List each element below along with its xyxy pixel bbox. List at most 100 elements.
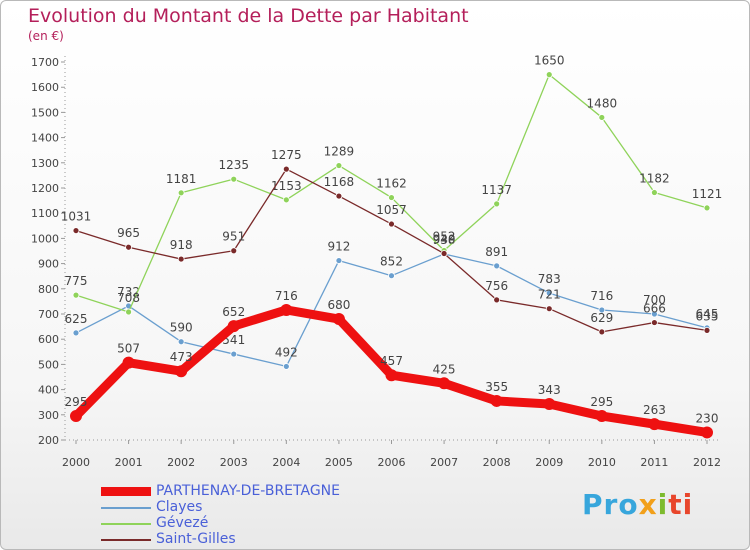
data-label-clayes: 852 xyxy=(380,255,403,269)
data-label-parthenay-de-bretagne: 425 xyxy=(433,362,456,376)
data-label-saint-gilles: 1031 xyxy=(61,210,92,224)
data-label-clayes: 590 xyxy=(170,321,193,335)
data-point-saint-gilles xyxy=(493,296,501,304)
data-point-geveze xyxy=(177,189,185,197)
x-tick-label: 2002 xyxy=(167,456,195,469)
y-tick-label: 200 xyxy=(38,434,59,447)
x-tick-label: 2009 xyxy=(535,456,563,469)
y-tick-label: 600 xyxy=(38,333,59,346)
y-tick-label: 1400 xyxy=(31,132,59,145)
data-label-parthenay-de-bretagne: 263 xyxy=(643,403,666,417)
legend-swatch xyxy=(101,539,151,541)
data-label-parthenay-de-bretagne: 343 xyxy=(538,383,561,397)
data-point-saint-gilles xyxy=(125,243,132,251)
data-label-clayes: 912 xyxy=(327,240,350,254)
legend-swatch xyxy=(101,523,151,525)
data-label-parthenay-de-bretagne: 295 xyxy=(590,395,613,409)
data-label-geveze: 1121 xyxy=(692,187,723,201)
data-label-geveze: 1235 xyxy=(218,158,249,172)
y-tick-label: 1000 xyxy=(31,232,59,245)
data-label-parthenay-de-bretagne: 355 xyxy=(485,380,508,394)
data-point-saint-gilles xyxy=(230,247,238,255)
data-label-clayes: 783 xyxy=(538,272,561,286)
data-point-parthenay-de-bretagne xyxy=(175,365,188,378)
x-tick-label: 2004 xyxy=(272,456,300,469)
data-point-parthenay-de-bretagne xyxy=(438,377,451,390)
data-point-clayes xyxy=(493,262,501,270)
data-point-parthenay-de-bretagne xyxy=(227,320,240,333)
x-tick-label: 2005 xyxy=(325,456,353,469)
x-tick-label: 2003 xyxy=(220,456,248,469)
data-label-geveze: 775 xyxy=(65,274,88,288)
data-label-saint-gilles: 940 xyxy=(433,233,456,247)
data-label-geveze: 1162 xyxy=(376,177,407,191)
data-label-saint-gilles: 951 xyxy=(222,230,245,244)
data-point-geveze xyxy=(388,194,395,201)
data-point-clayes xyxy=(282,363,290,370)
x-tick-label: 2008 xyxy=(483,456,511,469)
data-point-geveze xyxy=(598,114,606,121)
data-point-saint-gilles xyxy=(282,165,290,173)
legend-item: Clayes xyxy=(101,500,401,516)
data-point-saint-gilles xyxy=(703,326,711,334)
data-label-parthenay-de-bretagne: 680 xyxy=(327,298,350,312)
legend-item: Saint-Gilles xyxy=(101,532,401,548)
data-point-clayes xyxy=(651,310,658,318)
y-tick-label: 1300 xyxy=(31,157,59,170)
legend-item: PARTHENAY-DE-BRETAGNE xyxy=(101,484,401,500)
data-point-saint-gilles xyxy=(651,319,658,326)
data-point-clayes xyxy=(388,272,395,280)
data-label-parthenay-de-bretagne: 230 xyxy=(696,411,719,425)
legend-label: PARTHENAY-DE-BRETAGNE xyxy=(156,483,340,499)
data-label-saint-gilles: 666 xyxy=(643,302,666,316)
data-label-parthenay-de-bretagne: 716 xyxy=(275,289,298,303)
data-point-saint-gilles xyxy=(335,192,343,200)
data-label-saint-gilles: 721 xyxy=(538,288,561,302)
data-label-clayes: 492 xyxy=(275,345,298,359)
data-point-geveze xyxy=(703,204,711,212)
data-label-geveze: 708 xyxy=(117,291,140,305)
legend-label: Clayes xyxy=(156,499,203,515)
chart-unit: (en €) xyxy=(28,29,64,43)
data-label-clayes: 700 xyxy=(643,293,666,307)
data-point-clayes xyxy=(335,257,343,264)
data-label-clayes: 732 xyxy=(117,285,140,299)
x-tick-label: 2000 xyxy=(62,456,90,469)
data-label-saint-gilles: 1275 xyxy=(271,148,302,162)
y-tick-label: 1700 xyxy=(31,56,59,69)
data-label-geveze: 1480 xyxy=(587,96,618,110)
data-point-geveze xyxy=(651,189,658,196)
data-label-clayes: 938 xyxy=(433,233,456,247)
x-tick-label: 2007 xyxy=(430,456,458,469)
y-tick-label: 800 xyxy=(38,283,59,296)
data-label-geveze: 1137 xyxy=(481,183,512,197)
y-tick-label: 1200 xyxy=(31,182,59,195)
data-point-geveze xyxy=(282,196,290,204)
data-label-clayes: 625 xyxy=(65,312,88,326)
data-point-geveze xyxy=(230,175,238,183)
data-point-clayes xyxy=(598,306,606,314)
x-tick-label: 2001 xyxy=(115,456,143,469)
data-label-saint-gilles: 629 xyxy=(590,311,613,325)
data-point-saint-gilles xyxy=(388,220,395,228)
data-label-clayes: 645 xyxy=(696,307,719,321)
data-point-saint-gilles xyxy=(545,305,553,313)
data-label-saint-gilles: 1168 xyxy=(324,175,355,189)
x-tick-label: 2011 xyxy=(640,456,668,469)
data-point-saint-gilles xyxy=(598,328,606,336)
y-tick-label: 1500 xyxy=(31,106,59,119)
y-tick-label: 300 xyxy=(38,409,59,422)
data-label-saint-gilles: 918 xyxy=(170,238,193,252)
data-label-saint-gilles: 965 xyxy=(117,226,140,240)
y-tick-label: 500 xyxy=(38,358,59,371)
data-point-parthenay-de-bretagne xyxy=(70,410,82,423)
data-point-clayes xyxy=(230,350,238,358)
data-label-geveze: 1289 xyxy=(324,145,355,159)
data-point-parthenay-de-bretagne xyxy=(701,426,713,439)
data-point-parthenay-de-bretagne xyxy=(648,418,661,431)
x-tick-label: 2010 xyxy=(588,456,616,469)
data-label-geveze: 1153 xyxy=(271,179,302,193)
data-label-parthenay-de-bretagne: 295 xyxy=(65,395,88,409)
